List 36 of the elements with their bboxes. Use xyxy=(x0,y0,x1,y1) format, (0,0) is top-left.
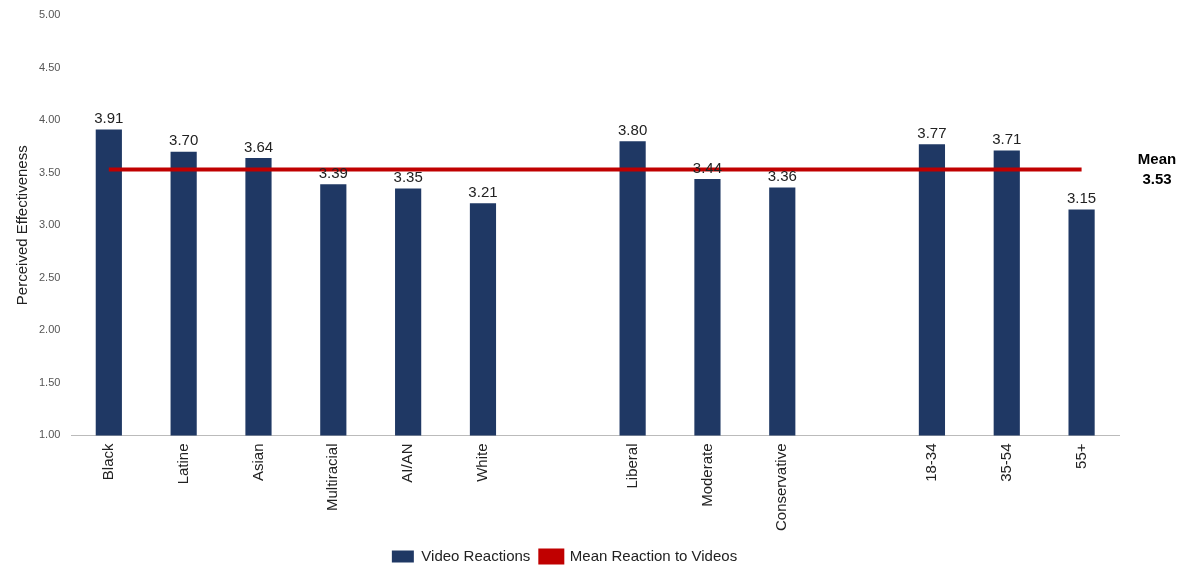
x-tick-label: Black xyxy=(98,442,116,481)
y-tick-label: 5.00 xyxy=(38,8,61,21)
data-label: 3.80 xyxy=(618,120,648,138)
x-tick-label: 35-54 xyxy=(996,443,1014,482)
x-tick-label: Conservative xyxy=(772,443,790,532)
x-tick-label: Latine xyxy=(173,443,191,485)
data-label: 3.21 xyxy=(468,182,498,200)
y-tick-label: 1.50 xyxy=(38,375,61,388)
data-label: 3.91 xyxy=(94,109,124,127)
x-tick-label: Asian xyxy=(248,443,266,481)
y-axis-title: Perceived Effectiveness xyxy=(13,145,31,306)
data-label: 3.35 xyxy=(393,168,423,186)
legend-label: Mean Reaction to Videos xyxy=(569,546,738,564)
data-label: 3.44 xyxy=(692,158,723,176)
data-label: 3.70 xyxy=(169,131,199,149)
x-tick-label: White xyxy=(473,443,491,482)
y-tick-label: 3.50 xyxy=(38,165,61,178)
y-tick-label: 4.50 xyxy=(38,60,61,73)
x-tick-label: Moderate xyxy=(697,443,715,507)
y-tick-label: 2.50 xyxy=(38,270,61,283)
y-tick-label: 2.00 xyxy=(38,323,61,336)
y-tick-label: 4.00 xyxy=(38,113,61,126)
legend-label: Video Reactions xyxy=(421,546,531,564)
x-tick-label: AI/AN xyxy=(398,443,416,483)
x-tick-label: Multiracial xyxy=(323,443,341,511)
data-label: 3.36 xyxy=(767,167,797,185)
x-tick-label: 18-34 xyxy=(922,443,940,482)
y-tick-label: 1.00 xyxy=(38,428,61,441)
y-tick-label: 3.00 xyxy=(38,218,61,231)
data-label: 3.64 xyxy=(243,137,274,155)
data-label: 3.71 xyxy=(992,130,1022,148)
data-label: 3.15 xyxy=(1066,189,1097,207)
x-tick-label: Liberal xyxy=(622,443,640,489)
data-label: 3.77 xyxy=(917,123,947,141)
x-tick-label: 55+ xyxy=(1071,443,1089,469)
text: Mean 3.53 xyxy=(1137,149,1177,187)
